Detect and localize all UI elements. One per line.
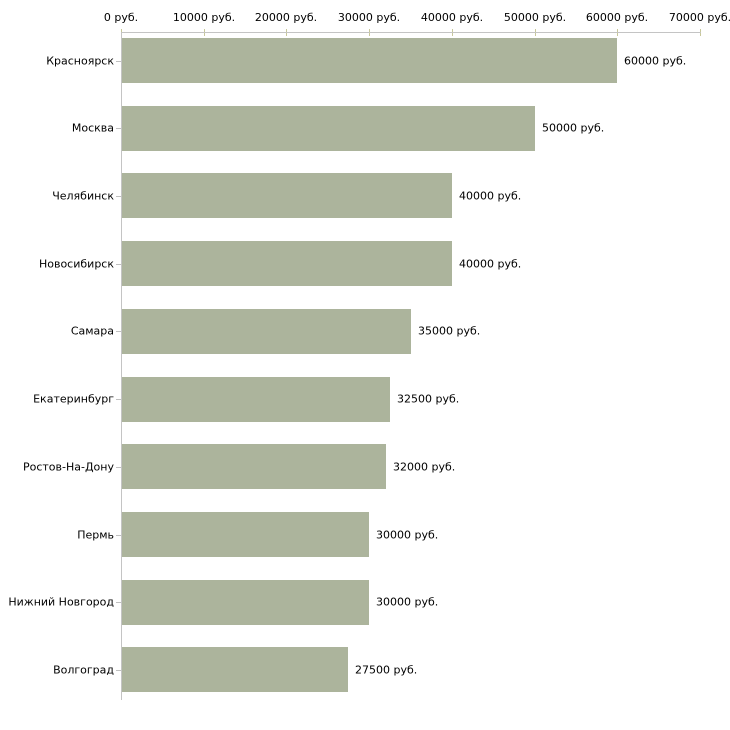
category-tick — [116, 602, 121, 603]
bar — [122, 38, 617, 83]
category-tick — [116, 331, 121, 332]
x-axis-tick-label: 20000 руб. — [254, 11, 318, 24]
category-tick — [116, 264, 121, 265]
value-label: 40000 руб. — [459, 189, 522, 203]
category-tick — [116, 61, 121, 62]
category-label: Пермь — [77, 528, 114, 542]
bar — [122, 106, 535, 151]
bar — [122, 580, 369, 625]
value-label: 32000 руб. — [393, 460, 456, 474]
x-axis-tick-label: 0 руб. — [103, 11, 139, 24]
category-tick — [116, 467, 121, 468]
value-label: 60000 руб. — [624, 54, 687, 67]
bar — [122, 173, 452, 218]
category-tick — [116, 399, 121, 400]
category-label: Красноярск — [46, 54, 114, 67]
bar — [122, 241, 452, 286]
y-axis-line — [121, 32, 122, 700]
category-label: Москва — [71, 121, 114, 135]
value-label: 40000 руб. — [459, 257, 522, 271]
bar — [122, 309, 411, 354]
value-label: 27500 руб. — [355, 663, 418, 677]
value-label: 32500 руб. — [397, 392, 460, 406]
x-axis-line — [121, 32, 701, 33]
value-label: 50000 руб. — [542, 121, 605, 135]
value-label: 30000 руб. — [376, 528, 439, 542]
category-tick — [116, 128, 121, 129]
category-tick — [116, 535, 121, 536]
bar — [122, 377, 390, 422]
x-axis-tick-label: 40000 руб. — [420, 11, 484, 24]
category-label: Ростов-На-Дону — [22, 460, 114, 474]
category-label: Челябинск — [52, 189, 114, 203]
x-axis-tick-label: 30000 руб. — [337, 11, 401, 24]
value-label: 35000 руб. — [418, 324, 481, 338]
bar — [122, 647, 348, 692]
x-axis-tick-label: 10000 руб. — [172, 11, 236, 24]
category-label: Новосибирск — [38, 257, 114, 271]
value-label: 30000 руб. — [376, 595, 439, 609]
bar — [122, 512, 369, 557]
bar — [122, 444, 386, 489]
category-label: Екатеринбург — [33, 392, 114, 406]
category-tick — [116, 196, 121, 197]
category-label: Волгоград — [53, 663, 114, 677]
category-label: Нижний Новгород — [8, 595, 114, 609]
category-tick — [116, 670, 121, 671]
x-axis-tick-label: 60000 руб. — [585, 11, 649, 24]
x-axis-tick-label: 50000 руб. — [503, 11, 567, 24]
category-label: Самара — [70, 324, 114, 338]
x-axis-tick-label: 70000 руб. — [668, 11, 730, 24]
